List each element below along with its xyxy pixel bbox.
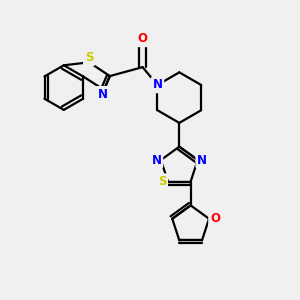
Text: O: O	[210, 212, 220, 225]
Text: N: N	[98, 88, 107, 101]
Text: N: N	[197, 154, 207, 166]
Text: O: O	[138, 32, 148, 45]
Text: N: N	[152, 154, 161, 166]
Text: S: S	[85, 51, 93, 64]
Text: S: S	[158, 175, 166, 188]
Text: N: N	[152, 79, 162, 92]
